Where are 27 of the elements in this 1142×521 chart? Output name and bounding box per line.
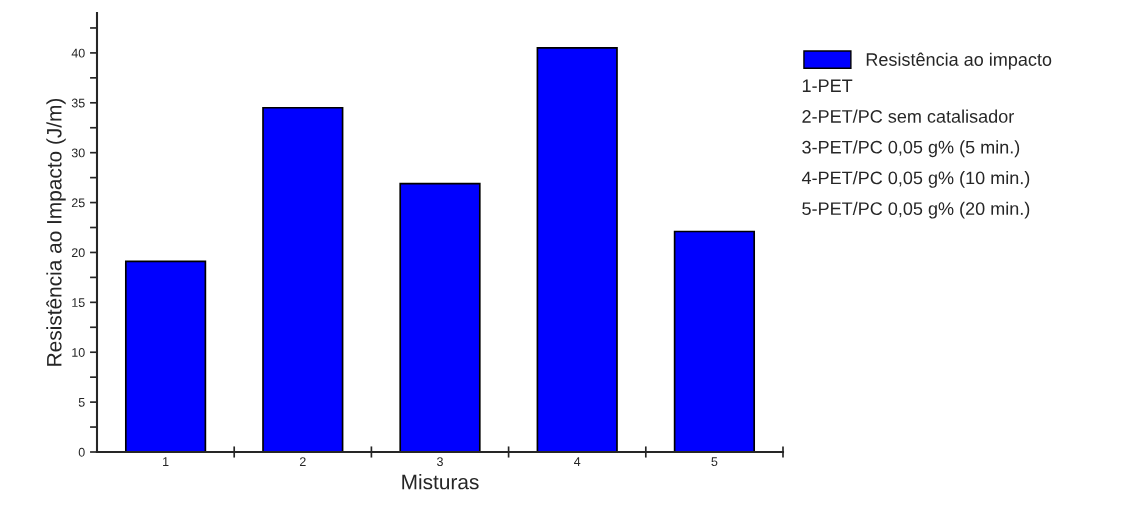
x-axis-title: Misturas bbox=[402, 474, 479, 490]
text: 4-PET/PC 0,05 g% (10 min.) bbox=[801, 171, 1030, 188]
x-tick-label: 5 bbox=[711, 457, 718, 467]
y-tick-label: 15 bbox=[72, 298, 85, 307]
y-axis-title: Resistência ao Impacto (J/m) bbox=[46, 98, 66, 366]
legend-label: Resistência ao impacto bbox=[866, 52, 1052, 70]
bar bbox=[399, 182, 481, 452]
text: 5-PET/PC 0,05 g% (20 min.) bbox=[802, 201, 1030, 219]
y-tick-label: 10 bbox=[72, 348, 85, 357]
y-tick-label: 40 bbox=[71, 48, 85, 58]
y-tick-label: 30 bbox=[71, 148, 85, 158]
bar bbox=[536, 47, 618, 452]
x-tick-label: 3 bbox=[437, 457, 443, 467]
bar bbox=[673, 230, 756, 452]
y-tick-label: 5 bbox=[78, 398, 85, 407]
x-tick-label: 1 bbox=[163, 457, 169, 466]
text: 3-PET/PC 0,05 g% (5 min.) bbox=[802, 140, 1020, 158]
bar bbox=[262, 106, 344, 452]
bar bbox=[124, 260, 207, 452]
x-tick-label: 4 bbox=[574, 457, 581, 466]
y-tick-label: 25 bbox=[71, 198, 85, 208]
text: 1-PET bbox=[802, 79, 853, 92]
x-tick-label: 2 bbox=[299, 457, 306, 466]
y-tick-label: 0 bbox=[78, 447, 85, 457]
text: 2-PET/PC sem catalisador bbox=[802, 109, 1014, 123]
y-tick-label: 20 bbox=[71, 248, 85, 258]
y-tick-label: 35 bbox=[71, 98, 85, 108]
